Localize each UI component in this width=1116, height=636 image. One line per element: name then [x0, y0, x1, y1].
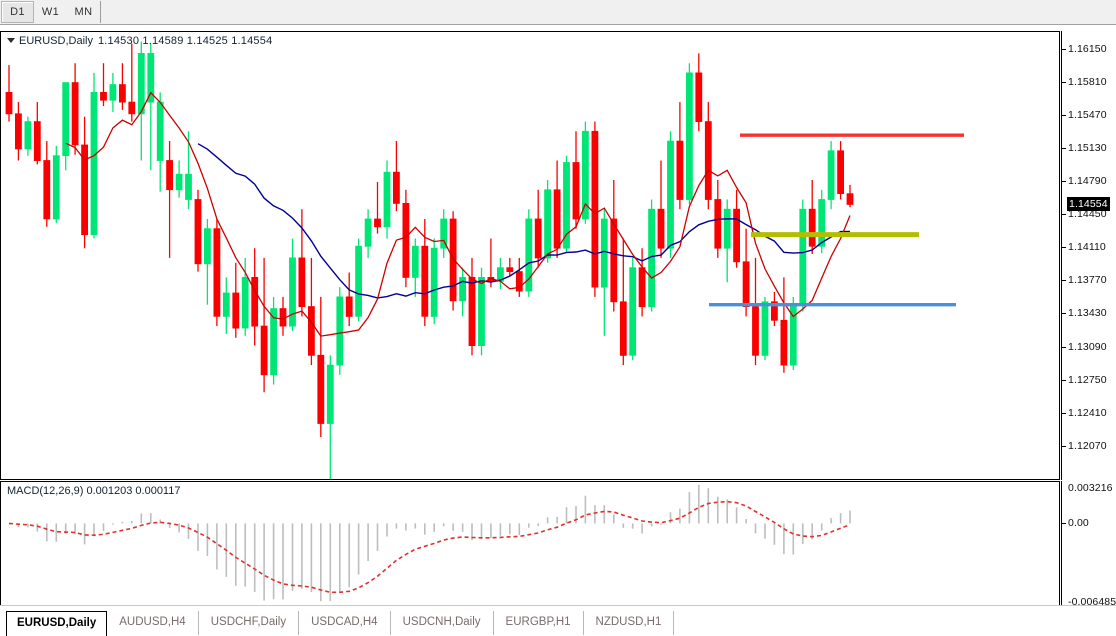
price-tick	[1061, 445, 1066, 447]
chart-tab[interactable]: EURUSD,Daily	[6, 611, 108, 636]
chart-tab-bar: EURUSD,Daily AUDUSD,H4 USDCHF,Daily USDCAD,…	[0, 605, 1116, 636]
price-tick	[1061, 114, 1066, 116]
price-tick-label: 1.12750	[1068, 373, 1107, 386]
price-tick-label: 1.14110	[1068, 241, 1106, 254]
price-tick	[1061, 247, 1066, 249]
macd-chart-svg	[8, 484, 851, 602]
price-tick	[1061, 313, 1066, 315]
price-tick	[1061, 346, 1066, 348]
price-tick	[1061, 280, 1066, 282]
price-chart-svg	[5, 41, 964, 479]
chart-tab[interactable]: USDCNH,Daily	[391, 611, 494, 635]
macd-pane[interactable]: MACD(12,26,9) 0.001203 0.000117	[0, 481, 1060, 608]
price-tick-label: 1.13090	[1068, 340, 1107, 353]
price-tick-label: 1.13770	[1068, 274, 1107, 287]
chart-tab[interactable]: USDCAD,H4	[299, 611, 391, 635]
chart-tab[interactable]: USDCHF,Daily	[199, 611, 300, 635]
macd-scale[interactable]: 0.003216 0.00 -0.006485	[1061, 481, 1116, 608]
price-tick-label: 1.16150	[1068, 42, 1107, 55]
period-button-w1[interactable]: W1	[34, 1, 67, 23]
price-tick-label: 1.15470	[1068, 108, 1107, 121]
price-tick	[1061, 181, 1066, 182]
price-tick	[1061, 48, 1066, 50]
macd-tick-label: 0.00	[1068, 517, 1089, 530]
symbol-label: EURUSD,Daily	[19, 35, 93, 47]
price-tick	[1061, 412, 1066, 414]
macd-tick	[1061, 523, 1066, 525]
period-button-d1[interactable]: D1	[1, 1, 34, 23]
price-tick-label: 1.12410	[1068, 406, 1107, 419]
price-pane[interactable]: EURUSD,Daily 1.14530 1.14589 1.14525 1.14…	[0, 31, 1060, 480]
chevron-down-icon[interactable]	[7, 37, 15, 43]
chart-tab[interactable]: AUDUSD,H4	[107, 611, 199, 635]
chart-area: EURUSD,Daily 1.14530 1.14589 1.14525 1.14…	[0, 26, 1116, 629]
period-button-group: D1 W1 MN	[1, 1, 101, 23]
price-tick	[1061, 81, 1066, 83]
macd-scale-axis	[1061, 481, 1062, 608]
price-tick-label: 1.15130	[1068, 141, 1107, 154]
current-price-tag: 1.14554	[1067, 196, 1110, 211]
period-button-mn[interactable]: MN	[67, 1, 100, 23]
price-tick-label: 1.14450	[1068, 208, 1107, 221]
chart-tab[interactable]: EURGBP,H1	[494, 611, 584, 635]
symbol-ohlc-label: EURUSD,Daily 1.14530 1.14589 1.14525 1.14…	[7, 35, 272, 47]
period-toolbar: D1 W1 MN	[0, 0, 1116, 25]
macd-tick-label: 0.003216	[1068, 482, 1113, 494]
price-tick-label: 1.15810	[1068, 75, 1107, 88]
ohlc-values: 1.14530 1.14589 1.14525 1.14554	[97, 35, 273, 47]
price-scale[interactable]: 1.16150 1.15810 1.15470 1.15130 1.14790 1.144…	[1061, 31, 1116, 480]
price-tick-label: 1.14790	[1068, 175, 1107, 187]
chart-tab[interactable]: NZDUSD,H1	[584, 611, 675, 635]
price-tick-label: 1.13430	[1068, 307, 1107, 320]
price-tick	[1061, 379, 1066, 381]
price-tick-label: 1.12070	[1068, 439, 1107, 452]
price-tick	[1061, 147, 1066, 149]
price-tick	[1061, 214, 1066, 216]
price-scale-axis	[1061, 31, 1062, 480]
macd-label: MACD(12,26,9) 0.001203 0.000117	[7, 485, 181, 497]
